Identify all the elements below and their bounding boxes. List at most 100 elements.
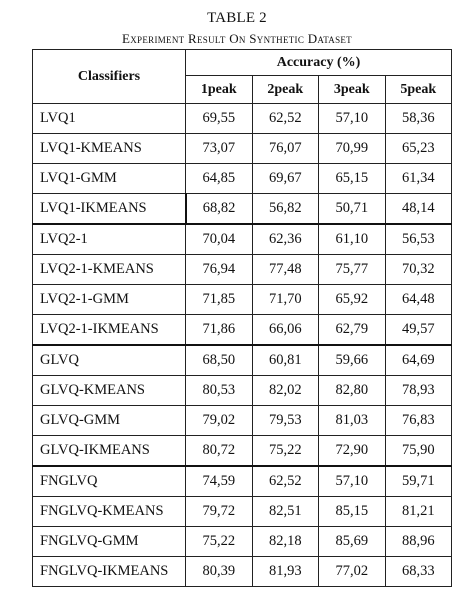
- accuracy-value-cell: 82,18: [251, 526, 319, 557]
- accuracy-value-cell: 80,39: [185, 556, 253, 587]
- accuracy-value-cell: 71,86: [185, 314, 253, 346]
- classifier-name-cell: LVQ1-KMEANS: [32, 133, 186, 164]
- column-header-3peak: 3peak: [318, 75, 386, 104]
- table-row: FNGLVQ-KMEANS 79,72 82,51 85,15 81,21: [32, 496, 452, 527]
- accuracy-value-cell: 68,82: [185, 193, 253, 225]
- accuracy-value-cell: 80,53: [185, 375, 253, 406]
- accuracy-value-cell: 85,69: [318, 526, 386, 557]
- classifier-name-cell: FNGLVQ-IKMEANS: [32, 556, 186, 587]
- accuracy-value-cell: 72,90: [318, 435, 386, 467]
- results-table: Classifiers Accuracy (%) 1peak 2peak 3pe…: [32, 49, 452, 587]
- accuracy-value-cell: 59,71: [384, 465, 452, 497]
- accuracy-value-cell: 81,03: [318, 405, 386, 436]
- accuracy-value-cell: 88,96: [384, 526, 452, 557]
- classifier-name-cell: GLVQ-IKMEANS: [32, 435, 186, 467]
- table-row: LVQ1 69,55 62,52 57,10 58,36: [32, 103, 452, 134]
- accuracy-value-cell: 78,93: [384, 375, 452, 406]
- table-row: GLVQ 68,50 60,81 59,66 64,69: [32, 344, 452, 376]
- table-number: TABLE 2: [207, 10, 267, 26]
- table-row: LVQ1-IKMEANS 68,82 56,82 50,71 48,14: [32, 193, 452, 225]
- classifier-name-cell: FNGLVQ-KMEANS: [32, 496, 186, 527]
- accuracy-value-cell: 76,83: [384, 405, 452, 436]
- accuracy-value-cell: 81,21: [384, 496, 452, 527]
- accuracy-value-cell: 61,10: [318, 223, 386, 255]
- accuracy-value-cell: 85,15: [318, 496, 386, 527]
- classifier-name-cell: FNGLVQ-GMM: [32, 526, 186, 557]
- table-row: FNGLVQ 74,59 62,52 57,10 59,71: [32, 465, 452, 497]
- accuracy-header: Accuracy (%): [185, 49, 452, 76]
- classifiers-header: Classifiers: [32, 49, 186, 104]
- accuracy-value-cell: 62,52: [251, 103, 319, 134]
- table-row: GLVQ-KMEANS 80,53 82,02 82,80 78,93: [32, 375, 452, 406]
- accuracy-value-cell: 62,36: [251, 223, 319, 255]
- classifier-name-cell: FNGLVQ: [32, 465, 186, 497]
- accuracy-value-cell: 68,50: [185, 344, 253, 376]
- accuracy-value-cell: 82,80: [318, 375, 386, 406]
- accuracy-value-cell: 48,14: [384, 193, 452, 225]
- table-row: LVQ1-KMEANS 73,07 76,07 70,99 65,23: [32, 133, 452, 164]
- accuracy-value-cell: 77,48: [251, 254, 319, 285]
- accuracy-value-cell: 61,34: [384, 163, 452, 194]
- accuracy-value-cell: 57,10: [318, 465, 386, 497]
- classifier-name-cell: GLVQ-KMEANS: [32, 375, 186, 406]
- accuracy-value-cell: 73,07: [185, 133, 253, 164]
- table-row: FNGLVQ-GMM 75,22 82,18 85,69 88,96: [32, 526, 452, 557]
- table-row: FNGLVQ-IKMEANS 80,39 81,93 77,02 68,33: [32, 556, 452, 587]
- accuracy-value-cell: 56,53: [384, 223, 452, 255]
- table-row: LVQ2-1-IKMEANS 71,86 66,06 62,79 49,57: [32, 314, 452, 346]
- accuracy-value-cell: 56,82: [251, 193, 319, 225]
- accuracy-value-cell: 75,77: [318, 254, 386, 285]
- classifier-name-cell: GLVQ-GMM: [32, 405, 186, 436]
- accuracy-value-cell: 62,52: [251, 465, 319, 497]
- accuracy-value-cell: 74,59: [185, 465, 253, 497]
- accuracy-value-cell: 58,36: [384, 103, 452, 134]
- accuracy-value-cell: 65,15: [318, 163, 386, 194]
- accuracy-value-cell: 79,02: [185, 405, 253, 436]
- classifier-name-cell: LVQ2-1-IKMEANS: [32, 314, 186, 346]
- accuracy-value-cell: 70,04: [185, 223, 253, 255]
- classifier-name-cell: LVQ2-1: [32, 223, 186, 255]
- accuracy-value-cell: 64,69: [384, 344, 452, 376]
- classifier-name-cell: LVQ1-GMM: [32, 163, 186, 194]
- classifier-name-cell: LVQ1-IKMEANS: [32, 193, 187, 225]
- table-row: LVQ2-1 70,04 62,36 61,10 56,53: [32, 223, 452, 255]
- accuracy-value-cell: 71,85: [185, 284, 253, 315]
- accuracy-value-cell: 68,33: [384, 556, 452, 587]
- accuracy-value-cell: 75,22: [185, 526, 253, 557]
- accuracy-value-cell: 71,70: [251, 284, 319, 315]
- accuracy-value-cell: 66,06: [251, 314, 319, 346]
- accuracy-value-cell: 70,32: [384, 254, 452, 285]
- table-body: LVQ1 69,55 62,52 57,10 58,36 LVQ1-KMEANS 73,07…: [32, 103, 452, 587]
- accuracy-value-cell: 80,72: [185, 435, 253, 467]
- accuracy-value-cell: 82,02: [251, 375, 319, 406]
- accuracy-value-cell: 79,53: [251, 405, 319, 436]
- accuracy-value-cell: 65,23: [384, 133, 452, 164]
- classifier-name-cell: GLVQ: [32, 344, 186, 376]
- accuracy-value-cell: 81,93: [251, 556, 319, 587]
- column-header-5peak: 5peak: [384, 75, 452, 104]
- accuracy-value-cell: 64,85: [185, 163, 253, 194]
- accuracy-value-cell: 69,55: [185, 103, 253, 134]
- table-caption-text: Experiment Result On Synthetic Dataset: [122, 31, 352, 46]
- classifier-name-cell: LVQ1: [32, 103, 186, 134]
- table-row: LVQ2-1-GMM 71,85 71,70 65,92 64,48: [32, 284, 452, 315]
- accuracy-value-cell: 64,48: [384, 284, 452, 315]
- table-row: GLVQ-GMM 79,02 79,53 81,03 76,83: [32, 405, 452, 436]
- accuracy-value-cell: 59,66: [318, 344, 386, 376]
- column-header-2peak: 2peak: [251, 75, 319, 104]
- accuracy-value-cell: 77,02: [318, 556, 386, 587]
- table-row: GLVQ-IKMEANS 80,72 75,22 72,90 75,90: [32, 435, 452, 467]
- accuracy-value-cell: 76,94: [185, 254, 253, 285]
- accuracy-value-cell: 70,99: [318, 133, 386, 164]
- classifier-name-cell: LVQ2-1-KMEANS: [32, 254, 186, 285]
- accuracy-value-cell: 57,10: [318, 103, 386, 134]
- accuracy-value-cell: 76,07: [251, 133, 319, 164]
- table-row: LVQ1-GMM 64,85 69,67 65,15 61,34: [32, 163, 452, 194]
- accuracy-value-cell: 49,57: [384, 314, 452, 346]
- accuracy-value-cell: 82,51: [251, 496, 319, 527]
- accuracy-value-cell: 69,67: [251, 163, 319, 194]
- accuracy-value-cell: 79,72: [185, 496, 253, 527]
- column-header-1peak: 1peak: [185, 75, 253, 104]
- accuracy-value-cell: 75,90: [384, 435, 452, 467]
- table-row: LVQ2-1-KMEANS 76,94 77,48 75,77 70,32: [32, 254, 452, 285]
